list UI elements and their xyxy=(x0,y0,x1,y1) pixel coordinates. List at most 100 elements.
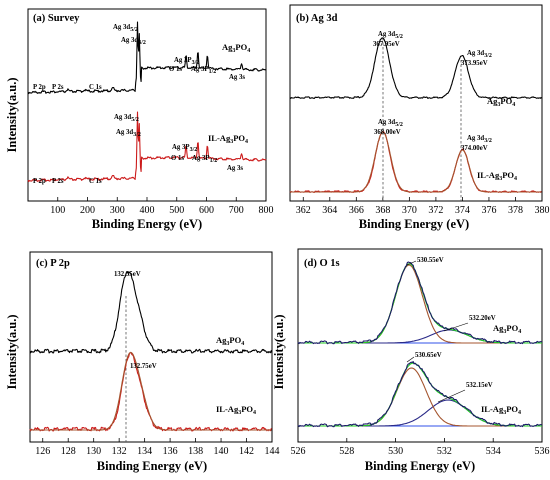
panel-c-x-tick-label: 144 xyxy=(265,446,280,457)
panel-c-x-tick-label: 126 xyxy=(35,446,50,457)
panel-a-ag3p32-bot: Ag 3P3/2 xyxy=(172,144,197,153)
panel-d-frame xyxy=(297,248,543,443)
panel-d: Intensity(a.u.) 526 528 530 532 534 536 (d) O… xyxy=(272,248,550,473)
panel-a-ag3s-bot: Ag 3s xyxy=(227,165,243,172)
panel-c-title: (c) P 2p xyxy=(36,258,70,269)
panel-c-x-tick-label: 130 xyxy=(86,446,101,457)
panel-a-p2p-top: P 2p xyxy=(33,84,46,91)
panel-a-ag3p12-bot: Ag 3P1/2 xyxy=(192,155,217,164)
panel-d-xlabel: Binding Energy (eV) xyxy=(365,459,475,473)
panel-c-frame xyxy=(29,251,273,443)
panel-c-x-tick-label: 128 xyxy=(61,446,76,457)
panel-b-x-tick-label: 376 xyxy=(481,205,496,216)
panel-b-x-tick-label: 364 xyxy=(322,205,337,216)
panel-d-peak1-top: 530.55eV xyxy=(417,257,444,264)
panel-c-x-tick-label: 140 xyxy=(214,446,229,457)
panel-a-ag3p32-top: Ag 3P3/2 xyxy=(174,57,199,66)
panel-a-series-il xyxy=(27,111,267,183)
panel-b-x-tick-label: 366 xyxy=(349,205,364,216)
panel-b-series-il xyxy=(289,131,542,193)
panel-b-peak2-bot-value: 374.00eV xyxy=(461,145,488,152)
panel-b-peak2-top-value: 373.95eV xyxy=(461,60,488,67)
panel-a-c1s-top: C 1s xyxy=(89,84,102,91)
panel-d-arrow-2 xyxy=(443,322,469,332)
panel-c: Intensity(a.u.) 126 128 130 132 134 136 138 140… xyxy=(5,251,280,473)
panel-c-x-tick-label: 134 xyxy=(137,446,152,457)
panel-b-x-tick-label: 368 xyxy=(375,205,390,216)
panel-b-x-tick-label: 372 xyxy=(428,205,443,216)
panel-d-arrow-3 xyxy=(406,356,415,363)
panel-b-ag3po4-label: Ag3PO4 xyxy=(487,96,515,108)
panel-a-ag3po4-label: Ag3PO4 xyxy=(222,42,250,54)
panel-b-series-ag3po4 xyxy=(289,37,542,99)
panel-b-x-tick-label: 380 xyxy=(535,205,550,216)
panel-a-ag3d32-top: Ag 3d3/2 xyxy=(121,37,146,46)
panel-c-peak-top: 132.55eV xyxy=(114,271,141,278)
panel-a-ag3d32-bot: Ag 3d3/2 xyxy=(116,129,141,138)
panel-b-peak2-bot-name: Ag 3d3/2 xyxy=(467,135,492,144)
panel-a-xlabel: Binding Energy (eV) xyxy=(92,217,202,231)
panel-a-ag3d52-bot: Ag 3d5/2 xyxy=(114,114,139,123)
panel-a-series-ag3po4 xyxy=(27,21,267,95)
panel-a-x-tick-label: 100 xyxy=(50,205,65,216)
panel-d-peak2-bot: 532.15eV xyxy=(466,382,493,389)
panel-a-ag3s-top: Ag 3s xyxy=(229,74,245,81)
panel-b-x-tick-label: 370 xyxy=(402,205,417,216)
panel-a-ag3p12-top: Ag 3P1/2 xyxy=(191,66,216,75)
panel-c-x-tick-label: 132 xyxy=(112,446,127,457)
panel-c-x-tick-label: 138 xyxy=(188,446,203,457)
panel-a-x-tick-label: 300 xyxy=(110,205,125,216)
panel-a-x-tick-label: 600 xyxy=(199,205,214,216)
panel-c-ag3po4-label: Ag3PO4 xyxy=(216,335,244,347)
panel-b-x-tick-label: 362 xyxy=(296,205,311,216)
panel-d-x-tick-label: 536 xyxy=(535,446,550,457)
panel-c-ylabel: Intensity(a.u.) xyxy=(5,314,19,389)
panel-a-o1s-bot: O 1s xyxy=(171,155,184,162)
panel-d-arrow-1 xyxy=(406,260,417,266)
panel-c-peak-bot: 132.75eV xyxy=(130,363,157,370)
panel-d-peak2-top: 532.20eV xyxy=(469,315,496,322)
panel-c-x-tick-label: 136 xyxy=(163,446,178,457)
panel-b-peak1-top-name: Ag 3d5/2 xyxy=(378,31,403,40)
panel-b-xlabel: Binding Energy (eV) xyxy=(359,217,469,231)
panel-c-x-tick-label: 142 xyxy=(239,446,254,457)
panel-a-o1s-top: O 1s xyxy=(169,66,182,73)
panel-b-peak2-top-name: Ag 3d3/2 xyxy=(467,50,492,59)
panel-d-x-tick-label: 530 xyxy=(388,446,403,457)
panel-a-ag3d52-top: Ag 3d5/2 xyxy=(113,24,138,33)
panel-a-frame xyxy=(27,8,267,202)
panel-c-series-ag3po4 xyxy=(29,271,272,354)
panel-b-fit-il xyxy=(290,131,542,193)
panel-d-x-tick-label: 534 xyxy=(486,446,501,457)
panel-b-peak1-bot-name: Ag 3d5/2 xyxy=(378,119,403,128)
panel-b-peak1-top-value: 367.95eV xyxy=(373,41,400,48)
panel-a-c1s-bot: C 1s xyxy=(89,178,102,185)
panel-b-peak1-bot-value: 368.00eV xyxy=(374,129,401,136)
panel-a-p2s-top: P 2s xyxy=(52,84,64,91)
panel-b-il-label: IL-Ag3PO4 xyxy=(477,170,517,182)
panel-d-raw-il xyxy=(297,361,543,428)
panel-c-xlabel: Binding Energy (eV) xyxy=(97,459,207,473)
panel-b-x-tick-label: 374 xyxy=(455,205,470,216)
panel-a-title: (a) Survey xyxy=(33,13,80,24)
panel-a-il-label: IL-Ag3PO4 xyxy=(208,133,248,145)
panel-d-raw-ag3po4 xyxy=(297,261,543,345)
panel-d-x-tick-label: 528 xyxy=(339,446,354,457)
panel-d-ylabel: Intensity(a.u.) xyxy=(272,314,286,389)
panel-b-x-tick-label: 378 xyxy=(508,205,523,216)
panel-c-fit-il xyxy=(30,351,272,431)
panel-a-x-tick-label: 500 xyxy=(169,205,184,216)
panel-d-il-label: IL-Ag3PO4 xyxy=(481,404,521,416)
panel-a-p2s-bot: P 2s xyxy=(52,178,64,185)
panel-d-ag3po4-label: Ag3PO4 xyxy=(493,323,521,335)
panel-d-arrow-4 xyxy=(437,389,466,403)
panel-a-p2p-bot: P 2p xyxy=(33,178,46,185)
panel-b-title: (b) Ag 3d xyxy=(296,13,338,24)
panel-a-x-tick-label: 800 xyxy=(259,205,274,216)
panel-d-x-tick-label: 532 xyxy=(437,446,452,457)
panel-a-x-tick-label: 400 xyxy=(140,205,155,216)
panel-d-x-tick-label: 526 xyxy=(291,446,306,457)
panel-b: 362 364 366 368 370 372 374 376 378 380 (b) Ag 3d… xyxy=(289,4,550,231)
panel-d-title: (d) O 1s xyxy=(304,258,340,269)
